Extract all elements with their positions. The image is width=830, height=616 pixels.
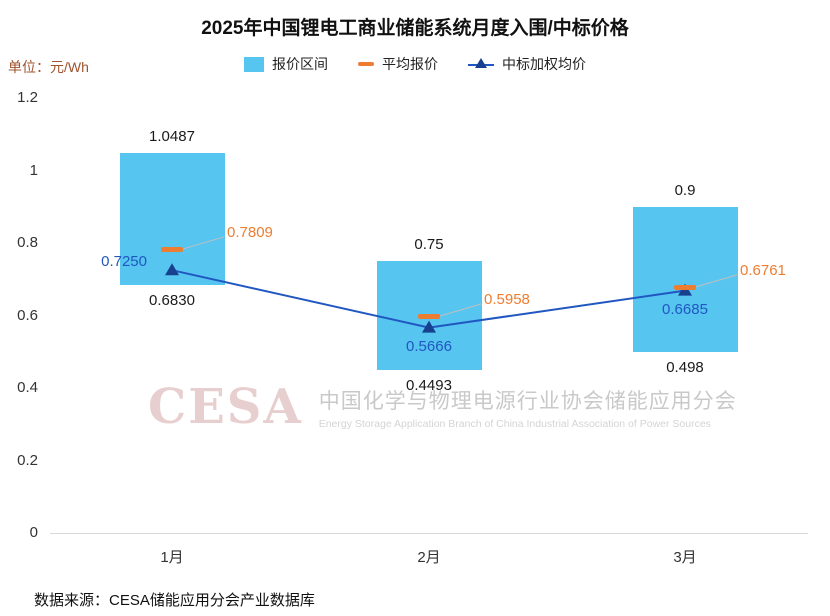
avg-price-label: 0.5958 [484,291,530,309]
x-axis-label: 1月 [160,549,184,566]
legend-item-average-price: 平均报价 [358,54,438,74]
x-axis-label: 2月 [417,549,441,566]
weighted-price-label: 0.6685 [662,300,708,318]
y-tick-label: 0 [29,524,38,541]
avg-price-dash [674,284,696,290]
x-axis-label: 3月 [673,549,697,566]
x-axis-line [50,533,808,534]
legend-item-price-range: 报价区间 [244,54,328,74]
bar-min-label: 0.498 [666,359,704,377]
legend-label-weighted-price: 中标加权均价 [502,56,586,72]
bar-max-label: 1.0487 [149,127,195,145]
bar-max-label: 0.9 [674,181,696,199]
legend-label-average-price: 平均报价 [382,56,438,72]
legend: 报价区间 平均报价 中标加权均价 [0,54,830,74]
data-source: 数据来源：CESA储能应用分会产业数据库 [34,592,315,609]
bar-max-label: 0.75 [414,236,444,254]
legend-label-price-range: 报价区间 [272,56,328,72]
y-tick-label: 1 [29,161,38,179]
avg-price-label: 0.6761 [740,261,786,279]
bar-swatch-icon [244,56,264,72]
dash-swatch-icon [358,62,374,66]
unit-label: 单位：元/Wh [8,59,89,75]
y-tick-label: 0.8 [17,234,38,251]
weighted-price-label: 0.7250 [101,253,147,271]
avg-price-dash [418,314,440,320]
y-tick-label: 0.4 [17,379,38,396]
weighted-price-label: 0.5666 [406,337,452,355]
y-tick-label: 0.2 [17,451,38,469]
chart-title: 2025年中国锂电工商业储能系统月度入围/中标价格 [201,18,629,39]
line-triangle-swatch-icon [468,58,494,70]
bar-min-label: 0.4493 [406,377,452,395]
bar-min-label: 0.6830 [149,292,195,310]
avg-price-label: 0.7809 [227,223,273,241]
y-tick-label: 0.6 [17,306,38,324]
y-tick-label: 1.2 [17,89,38,106]
avg-price-dash [161,246,183,252]
legend-item-weighted-price: 中标加权均价 [468,54,586,74]
